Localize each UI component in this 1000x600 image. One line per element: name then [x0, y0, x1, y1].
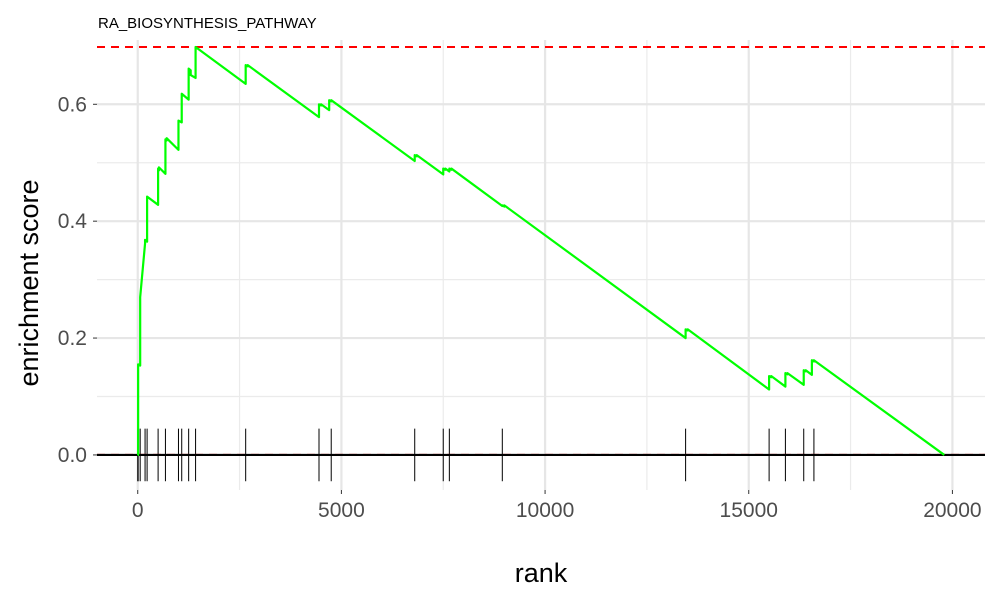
x-axis-title: rank [515, 558, 568, 588]
series-group [137, 45, 945, 457]
x-tick-label-1: 5000 [318, 499, 365, 522]
y-axis-title: enrichment score [14, 179, 44, 386]
x-tick-label-3: 15000 [720, 499, 778, 522]
y-axis-ticks: 0.0 0.2 0.4 0.6 [58, 93, 97, 467]
chart-title: RA_BIOSYNTHESIS_PATHWAY [98, 15, 317, 32]
x-tick-label-2: 10000 [516, 499, 574, 522]
enrichment-score-line-0 [137, 45, 945, 457]
x-tick-label-0: 0 [132, 499, 144, 522]
y-tick-label-0: 0.0 [58, 444, 87, 467]
x-tick-label-4: 20000 [923, 499, 981, 522]
grid-minor [97, 40, 985, 490]
y-tick-label-1: 0.2 [58, 327, 87, 350]
grid-major [97, 40, 985, 490]
y-tick-label-3: 0.6 [58, 93, 87, 116]
y-tick-label-2: 0.4 [58, 210, 88, 233]
reference-lines [97, 46, 985, 457]
x-axis-ticks: 0 5000 10000 15000 20000 [132, 490, 982, 522]
